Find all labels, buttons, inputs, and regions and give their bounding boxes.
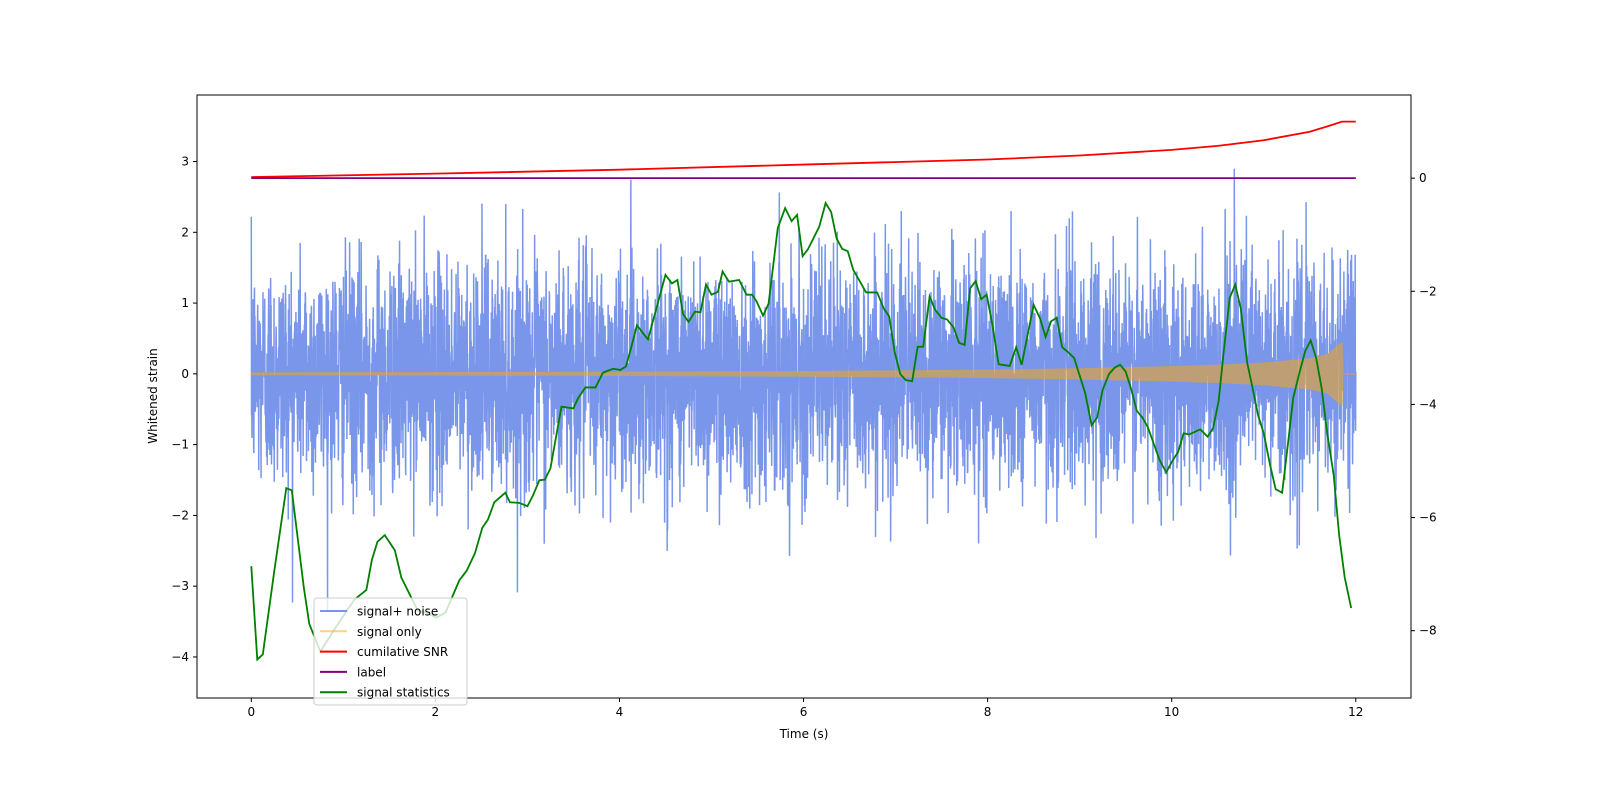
x-tick-label: 6 [800,705,808,719]
legend-label: cumilative SNR [357,645,448,659]
y-tick-label: −1 [171,438,189,452]
y-tick-label: −2 [171,508,189,522]
x-axis-label: Time (s) [779,727,829,741]
legend-label: label [357,665,386,679]
x-tick-label: 2 [432,705,440,719]
y-tick-label: 0 [181,367,189,381]
y-right-tick-label: −6 [1419,511,1437,525]
y-right-tick-label: −4 [1419,397,1437,411]
y-tick-label: −3 [171,579,189,593]
y-tick-label: 1 [181,296,189,310]
y-tick-label: 3 [181,155,189,169]
y-axis-right: 0 −2 −4 −6 −8 [1411,171,1437,638]
y-right-tick-label: −2 [1419,284,1437,298]
legend-label: signal only [357,625,422,639]
series-cumulative-snr [251,120,1356,178]
x-tick-label: 10 [1164,705,1179,719]
y-tick-label: −4 [171,650,189,664]
series-signal-only [250,342,1356,406]
x-axis: 0 2 4 6 8 10 12 [247,698,1363,719]
x-tick-label: 8 [984,705,992,719]
x-tick-label: 4 [616,705,624,719]
series-signal-plus-noise [250,168,1357,612]
x-tick-label: 12 [1348,705,1363,719]
legend-label: signal+ noise [357,605,438,619]
y-right-tick-label: −8 [1419,624,1437,638]
y-axis-label: Whitened strain [146,348,160,444]
y-axis-left: 3 2 1 0 −1 −2 −3 −4 [171,155,197,664]
plot-area [250,120,1357,662]
y-right-tick-label: 0 [1419,171,1427,185]
x-tick-label: 0 [247,705,255,719]
series-signal-statistics [250,200,1353,662]
y-tick-label: 2 [181,225,189,239]
legend: signal+ noise signal only cumilative SNR la… [313,597,468,706]
legend-label: signal statistics [357,686,450,700]
legend-box [313,597,468,706]
